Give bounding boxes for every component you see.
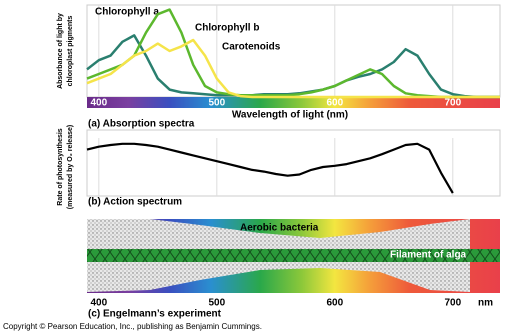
panel-title: (b) Action spectrum bbox=[88, 197, 182, 208]
x-axis-label: nm bbox=[478, 298, 493, 309]
x-tick-label: 400 bbox=[90, 298, 107, 309]
panel-title: (a) Absorption spectra bbox=[88, 119, 195, 130]
series-line bbox=[87, 40, 500, 97]
annotation: Filament of alga bbox=[390, 250, 467, 261]
x-tick-label: 400 bbox=[90, 98, 107, 109]
series-line bbox=[87, 35, 500, 97]
x-tick-label: 500 bbox=[208, 298, 225, 309]
y-axis-label: chloroplast pigments bbox=[67, 16, 74, 87]
x-tick-label: 600 bbox=[326, 98, 343, 109]
series-label: Carotenoids bbox=[222, 42, 281, 53]
y-axis-label: Absorbance of light by bbox=[57, 13, 64, 89]
plot-frame bbox=[87, 5, 500, 97]
figure: Copyright © Pearson Education, Inc., pub… bbox=[0, 0, 520, 334]
panel-title: (c) Engelmann’s experiment bbox=[88, 309, 222, 320]
copyright: Copyright © Pearson Education, Inc., pub… bbox=[3, 322, 262, 331]
spectrum-bar bbox=[87, 97, 500, 108]
x-tick-label: 700 bbox=[444, 298, 461, 309]
plot-frame bbox=[87, 130, 500, 196]
x-tick-label: 700 bbox=[444, 98, 461, 109]
series-line bbox=[87, 144, 453, 193]
x-tick-label: 600 bbox=[326, 298, 343, 309]
annotation: Aerobic bacteria bbox=[240, 223, 319, 234]
y-axis-label: (measured by O₂ release) bbox=[67, 125, 74, 209]
series-label: Chlorophyll b bbox=[195, 23, 259, 34]
panel-b bbox=[87, 130, 500, 196]
y-axis-label: Rate of photosynthesis bbox=[57, 128, 64, 206]
x-tick-label: 500 bbox=[208, 98, 225, 109]
series-label: Chlorophyll a bbox=[95, 7, 159, 18]
x-axis-label: Wavelength of light (nm) bbox=[232, 110, 348, 121]
